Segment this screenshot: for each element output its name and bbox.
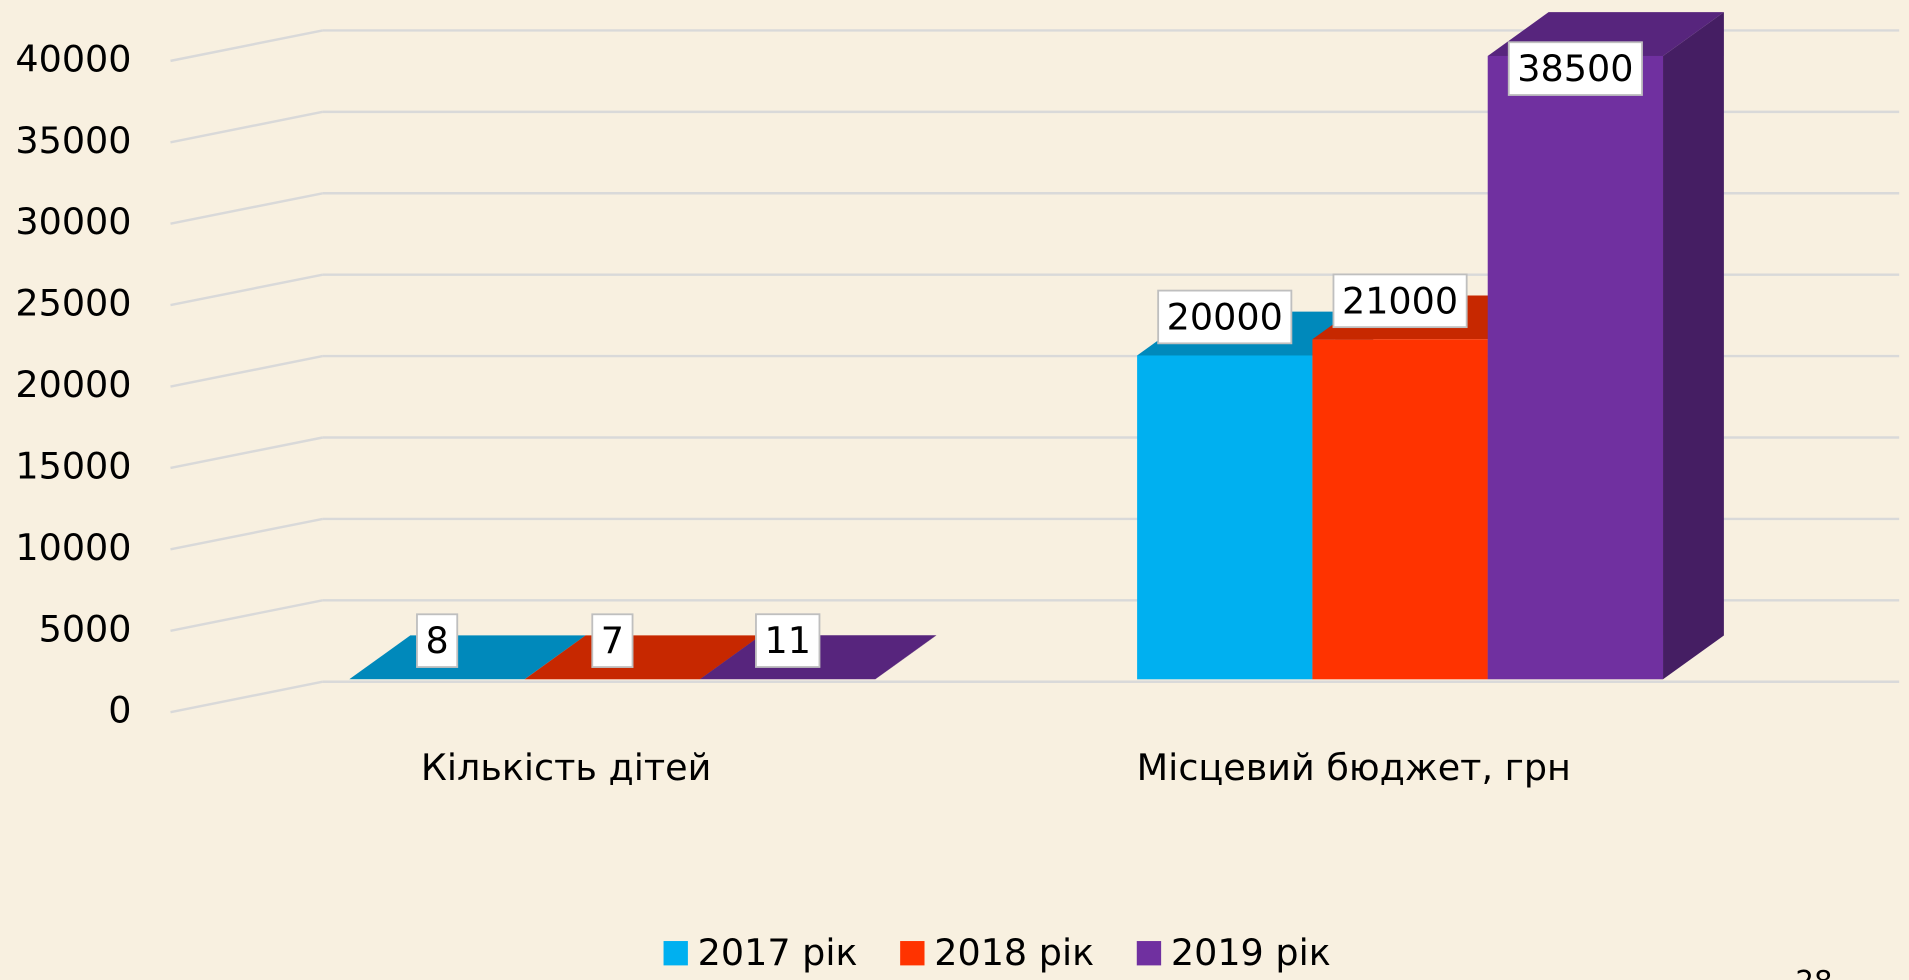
legend-label: 2017 рік — [698, 931, 858, 974]
data-label: 7 — [601, 619, 624, 662]
data-label: 21000 — [1342, 279, 1458, 322]
y-tick-label: 15000 — [15, 444, 131, 487]
y-tick-label: 10000 — [15, 526, 131, 569]
data-label-box — [591, 613, 634, 668]
y-tick-label: 25000 — [15, 282, 131, 325]
y-tick-label: 30000 — [15, 200, 131, 243]
data-label-box — [1332, 273, 1468, 329]
legend-swatch — [1136, 941, 1162, 966]
grid-line — [170, 29, 323, 63]
slide-number: 28 — [1795, 965, 1832, 980]
data-label-box — [1507, 41, 1643, 96]
data-label-box — [755, 613, 821, 668]
legend-label: 2019 рік — [1171, 931, 1331, 974]
bar-side — [875, 635, 937, 680]
grid-line — [170, 517, 323, 551]
x-tick-label: Місцевий бюджет, грн — [1137, 746, 1571, 789]
bar-front — [1137, 355, 1313, 680]
data-label-box — [1157, 289, 1293, 345]
bar-side — [1663, 12, 1724, 680]
data-label: 8 — [425, 619, 448, 662]
grid-line — [170, 110, 323, 144]
y-tick-label: 0 — [108, 689, 131, 732]
grid-line — [170, 436, 323, 470]
bar-top — [524, 635, 761, 680]
grid-line — [170, 354, 323, 388]
y-tick-label: 20000 — [15, 363, 131, 406]
data-label-box — [416, 613, 459, 668]
grid-line — [170, 599, 323, 632]
legend-swatch — [900, 941, 925, 966]
y-tick-label: 40000 — [15, 37, 131, 80]
y-tick-label: 35000 — [15, 119, 131, 162]
legend-swatch — [663, 941, 688, 966]
grid-line — [170, 192, 323, 225]
grid-line — [170, 273, 323, 307]
bar-top — [349, 635, 586, 680]
bar-front — [1312, 339, 1488, 680]
x-tick-label: Кількість дітей — [421, 746, 711, 789]
y-tick-label: 5000 — [39, 607, 132, 650]
data-label: 11 — [764, 619, 810, 662]
data-label: 20000 — [1167, 295, 1283, 338]
bar — [1487, 12, 1724, 680]
legend-label: 2018 рік — [934, 931, 1094, 974]
data-label: 38500 — [1517, 47, 1633, 90]
bar-front — [1487, 55, 1664, 680]
grid-line — [170, 680, 323, 714]
